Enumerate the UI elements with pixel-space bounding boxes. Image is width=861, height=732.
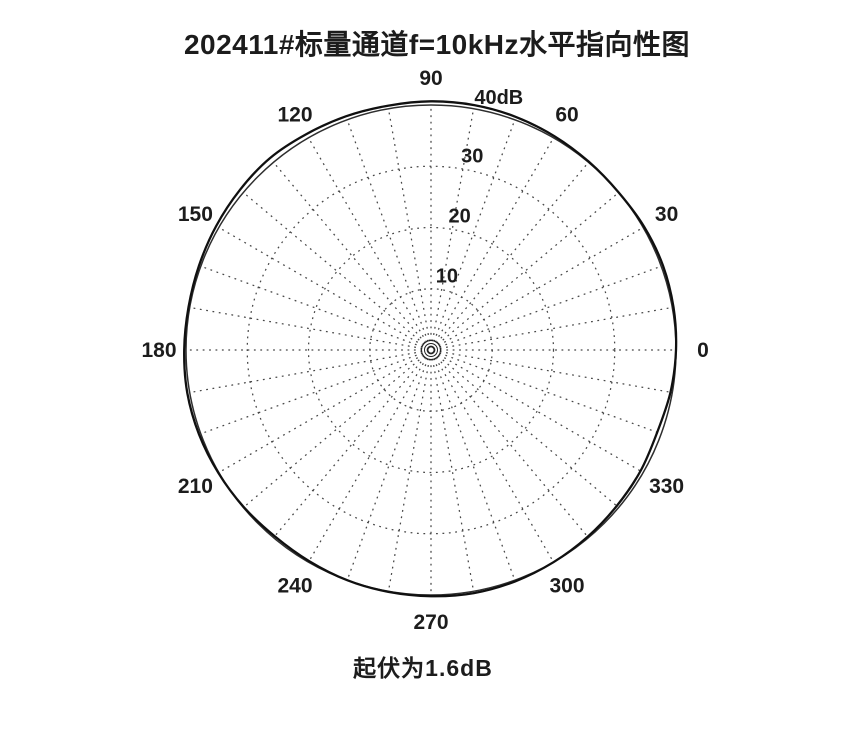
grid-radial-line	[200, 265, 429, 350]
radial-tick-label-40: 40dB	[474, 87, 523, 109]
radial-tick-label-10: 10	[436, 265, 458, 287]
center-mark	[424, 343, 438, 357]
angle-label-300: 300	[549, 575, 584, 598]
axis-labels: 0 30 60 90 120 150 180 210 240 270 300 330 10 20 30 40d…	[141, 67, 708, 634]
fluctuation-caption: 起伏为1.6dB	[353, 655, 493, 681]
angle-label-60: 60	[555, 103, 578, 126]
grid-radial-line	[242, 351, 430, 508]
grid-radial-line	[432, 351, 589, 539]
grid-circle-10db	[369, 288, 493, 412]
grid-radial-line	[200, 350, 429, 435]
grid-radial-line	[430, 352, 475, 592]
angle-label-270: 270	[413, 611, 448, 634]
chart-title: 202411#标量通道f=10kHz水平指向性图	[184, 28, 690, 60]
grid-radial-line	[307, 137, 431, 349]
grid-radial-line	[432, 226, 644, 350]
directivity-trace	[183, 100, 678, 598]
radial-tick-label-20: 20	[448, 206, 470, 228]
center-mark	[427, 346, 435, 354]
angle-label-120: 120	[277, 103, 312, 126]
grid-circle-30db	[246, 165, 616, 535]
angle-label-90: 90	[419, 67, 442, 90]
angle-label-210: 210	[178, 475, 213, 498]
center-mark	[421, 340, 441, 360]
grid-radial-line	[433, 265, 662, 350]
grid-radial-line	[432, 161, 589, 349]
grid-radial-line	[431, 351, 555, 563]
grid-radial-line	[346, 352, 431, 581]
grid-radial-line	[307, 351, 431, 563]
grid-circle-20db	[307, 226, 555, 474]
angle-label-240: 240	[277, 575, 312, 598]
angle-label-150: 150	[178, 203, 213, 226]
grid-radial-line	[431, 137, 555, 349]
angle-label-30: 30	[655, 203, 678, 226]
grid-radial-line	[273, 161, 430, 349]
grid-radial-line	[432, 350, 644, 474]
angle-label-330: 330	[649, 475, 684, 498]
grid-radial-line	[218, 350, 430, 474]
grid-radial-line	[346, 119, 431, 348]
trace-path	[183, 100, 678, 598]
angle-label-0: 0	[697, 339, 709, 362]
angle-label-180: 180	[141, 339, 176, 362]
radial-tick-label-30: 30	[461, 146, 483, 168]
grid-radial-line	[273, 351, 430, 539]
grid-radial-line	[242, 192, 430, 349]
grid-radial-line	[433, 350, 662, 435]
grid-radial-line	[218, 226, 430, 350]
grid-radial-line	[431, 352, 516, 581]
grid-radial-line	[432, 351, 620, 508]
